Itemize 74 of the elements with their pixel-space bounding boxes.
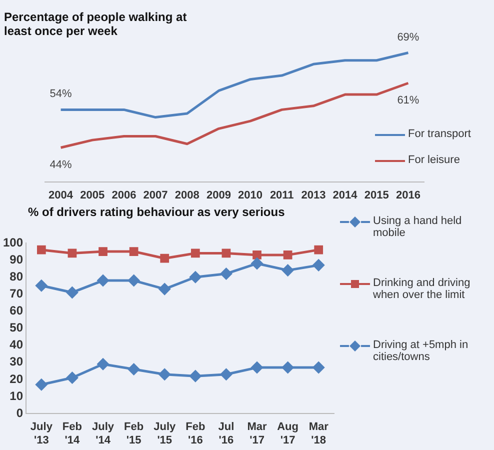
point [128,274,140,286]
x-tick-label: 2007 [143,189,168,202]
point [97,274,109,286]
x-tick-label: 2008 [174,189,200,202]
y-tick-label: 90 [10,252,24,266]
point [36,378,48,390]
legend-label: For transport [408,128,471,140]
x-tick-label: July '13 [30,421,54,446]
y-tick-label: 70 [10,286,24,300]
point [158,368,170,380]
x-tick-label: Mar '18 [308,421,330,446]
x-tick-label: Feb '15 [124,421,144,446]
x-tick-label: Mar '17 [247,421,268,446]
data-label: 69% [397,31,420,44]
point [98,247,108,256]
data-label: 54% [50,88,72,100]
x-tick-label: 2005 [80,189,105,202]
point [158,283,170,295]
x-tick-label: July '15 [154,421,176,446]
x-tick-label: July '14 [92,421,115,446]
chart-title: Percentage of people walking at least once per week [4,10,188,38]
point [312,362,324,374]
y-tick-label: 20 [10,372,24,386]
y-tick-label: 30 [10,354,24,369]
x-tick-label: 2010 [238,189,263,202]
point [128,363,140,375]
x-tick-label: 2004 [48,189,74,202]
point [68,248,77,258]
point [97,358,109,370]
x-tick-label: Jul '16 [218,421,234,446]
point [160,254,170,263]
x-tick-label: 2006 [112,189,136,202]
point [282,362,294,374]
point [190,248,200,258]
point [312,259,324,271]
x-tick-label: 2016 [396,189,420,202]
x-tick-label: 2009 [206,189,231,202]
point [251,362,263,374]
point [190,370,202,382]
y-tick-label: 10 [10,388,24,403]
data-label: 61% [397,94,420,107]
x-tick-label: Feb '16 [186,421,206,446]
y-tick-label: 50 [10,320,24,335]
point [220,368,232,380]
point [66,372,78,384]
point [283,250,292,260]
point [36,245,46,254]
legend-label: For leisure [408,154,460,166]
legend-label: Driving at +5mph in cities/towns [373,339,470,363]
chart-title: % of drivers rating behaviour as very serious [28,205,285,219]
point [220,268,232,280]
y-tick-label: 80 [10,269,24,284]
x-tick-label: 2014 [332,189,358,202]
y-tick-label: 0 [16,406,24,420]
point [314,245,324,254]
point [190,271,202,283]
point [129,247,138,256]
x-tick-label: 2015 [364,189,389,202]
point [36,280,48,292]
x-tick-label: Aug '17 [277,421,298,446]
point [282,264,294,276]
legend-label: Drinking and driving when over the limit [373,277,472,301]
point [252,250,262,260]
point [251,258,263,270]
y-tick-label: 100 [2,235,24,250]
legend-label: Using a hand held mobile [373,215,463,239]
x-tick-label: Feb '14 [62,421,82,446]
x-tick-label: 2013 [301,189,326,202]
y-tick-label: 40 [10,338,24,352]
y-tick-label: 60 [10,304,24,318]
data-label: 44% [50,159,72,172]
point [222,248,231,258]
point [66,286,78,298]
x-tick-label: 2011 [270,189,294,202]
